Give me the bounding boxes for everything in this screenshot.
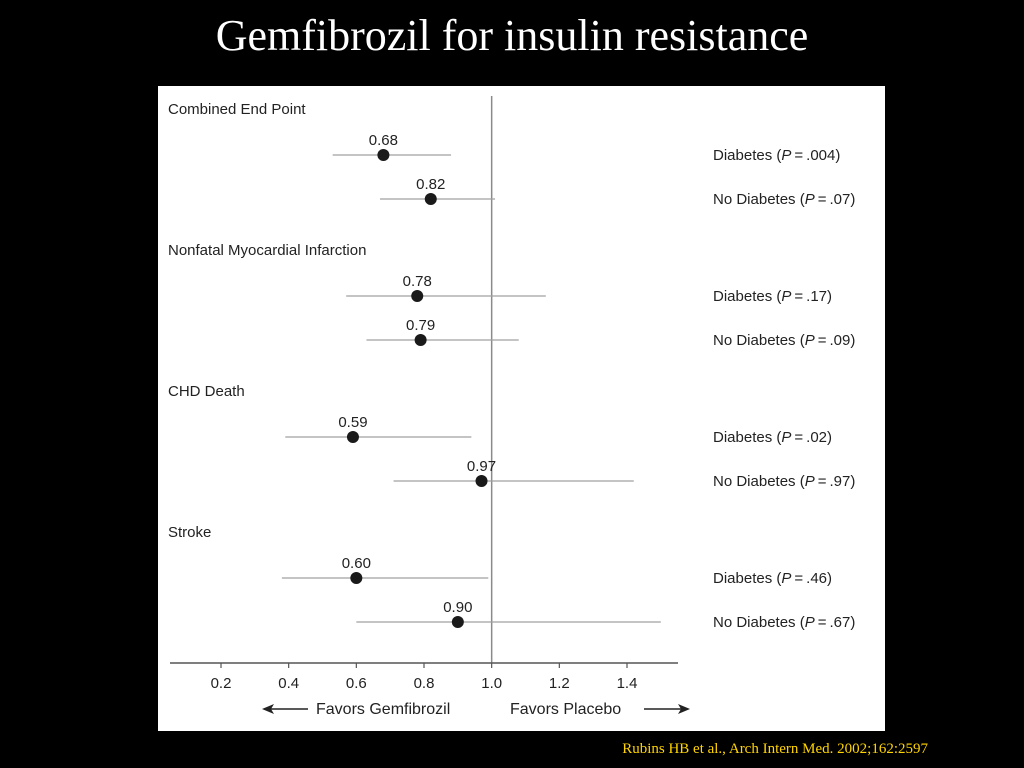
slide-title: Gemfibrozil for insulin resistance: [215, 11, 809, 60]
group-label: CHD Death: [168, 383, 245, 400]
estimate-label: 0.82: [416, 176, 445, 193]
row-label: Diabetes (P = .17): [713, 288, 832, 305]
point-estimate: [377, 149, 390, 161]
row-label: Diabetes (P = .02): [713, 429, 832, 446]
estimate-label: 0.68: [369, 132, 398, 149]
row-label: Diabetes (P = .004): [713, 147, 840, 164]
right-arrow-label: Favors Placebo: [510, 701, 621, 718]
x-tick-label: 0.2: [211, 675, 232, 692]
point-estimate: [424, 193, 437, 205]
row-label: No Diabetes (P = .07): [713, 191, 855, 208]
group-label: Stroke: [168, 524, 211, 541]
row-label: No Diabetes (P = .67): [713, 614, 855, 631]
point-estimate: [475, 475, 488, 487]
point-estimate: [411, 290, 424, 302]
row-label: Diabetes (P = .46): [713, 570, 832, 587]
group-label: Combined End Point: [168, 101, 306, 118]
x-tick-label: 0.4: [278, 675, 299, 692]
row-label: No Diabetes (P = .97): [713, 473, 855, 490]
estimate-label: 0.60: [342, 555, 371, 572]
row-label: No Diabetes (P = .09): [713, 332, 855, 349]
estimate-label: 0.78: [403, 273, 432, 290]
left-arrow-head: [262, 704, 274, 714]
forest-plot-panel: Combined End Point 0.68 Diabetes (P = .004…: [158, 86, 885, 731]
forest-plot: Combined End Point 0.68 Diabetes (P = .004…: [168, 96, 855, 718]
x-tick-label: 1.0: [481, 675, 502, 692]
citation: Rubins HB et al., Arch Intern Med. 2002;…: [622, 741, 928, 757]
estimate-label: 0.97: [467, 458, 496, 475]
point-estimate: [346, 431, 359, 443]
group-label: Nonfatal Myocardial Infarction: [168, 242, 366, 259]
right-arrow-head: [678, 704, 690, 714]
x-tick-label: 1.2: [549, 675, 570, 692]
point-estimate: [414, 334, 427, 346]
point-estimate: [350, 572, 363, 584]
estimate-label: 0.59: [338, 414, 367, 431]
x-tick-label: 0.6: [346, 675, 367, 692]
x-tick-label: 1.4: [617, 675, 638, 692]
point-estimate: [451, 616, 464, 628]
x-tick-label: 0.8: [414, 675, 435, 692]
left-arrow-label: Favors Gemfibrozil: [316, 701, 450, 718]
estimate-label: 0.90: [443, 599, 472, 616]
estimate-label: 0.79: [406, 317, 435, 334]
